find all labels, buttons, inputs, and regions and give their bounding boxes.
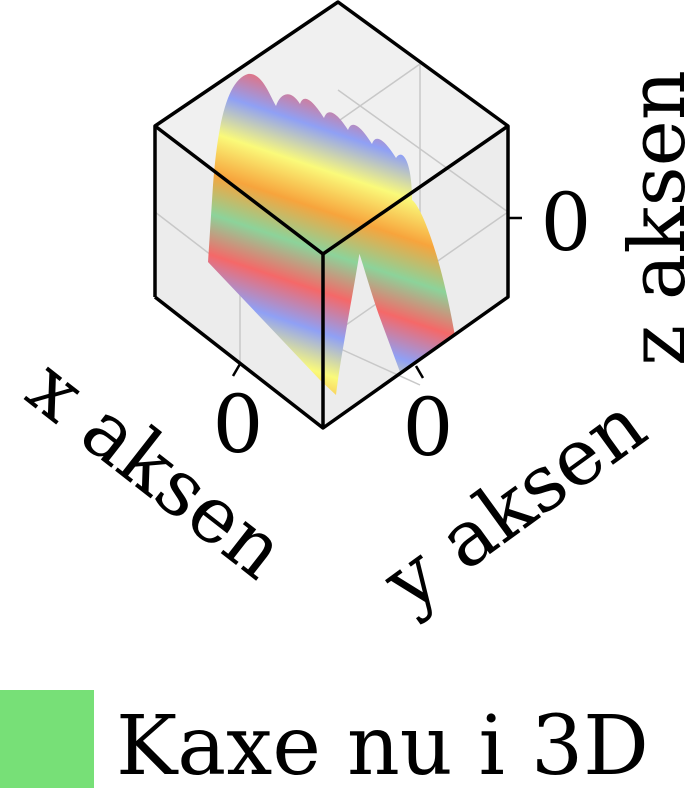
ticks bbox=[231, 216, 522, 379]
z-axis-label: z aksen bbox=[613, 70, 692, 366]
legend: Kaxe nu i 3D bbox=[0, 690, 649, 791]
x-tick-mark bbox=[231, 363, 242, 377]
y-tick-mark bbox=[414, 365, 425, 379]
legend-swatch bbox=[0, 690, 94, 788]
grid-line bbox=[337, 89, 509, 213]
legend-label: Kaxe nu i 3D bbox=[116, 699, 649, 791]
box-edges bbox=[153, 0, 510, 430]
z-tick-label: 0 bbox=[541, 176, 592, 269]
x-tick-label: 0 bbox=[213, 378, 264, 471]
y-tick-label: 0 bbox=[403, 381, 454, 474]
